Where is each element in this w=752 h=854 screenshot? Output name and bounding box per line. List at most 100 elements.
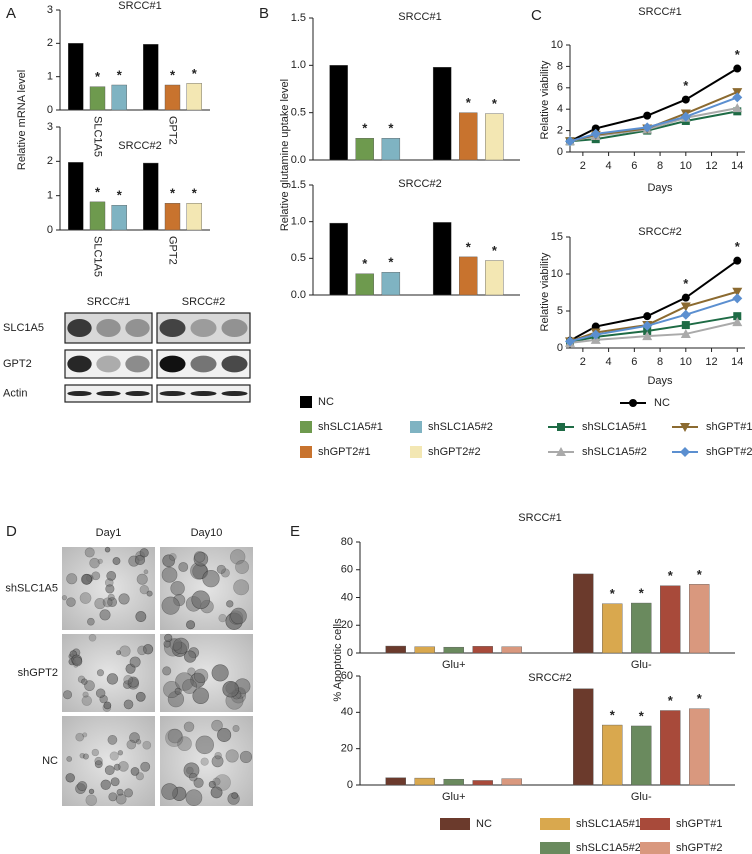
legend-swatch bbox=[640, 818, 670, 830]
cell-cluster bbox=[81, 678, 88, 685]
x-tick-label: 10 bbox=[680, 160, 692, 172]
chart-title: SRCC#1 bbox=[518, 512, 561, 524]
blot-band bbox=[67, 390, 92, 397]
cell-cluster bbox=[94, 756, 103, 766]
y-tick-label: 1.0 bbox=[291, 59, 306, 71]
blot-band bbox=[190, 319, 217, 337]
marker bbox=[732, 287, 743, 297]
x-tick-label: 12 bbox=[705, 356, 717, 368]
legend-swatch bbox=[300, 421, 312, 433]
chart-title: SRCC#1 bbox=[398, 11, 441, 23]
cell-cluster bbox=[214, 774, 231, 791]
cell-cluster bbox=[63, 690, 73, 700]
y-tick-label: 1.5 bbox=[291, 12, 306, 24]
blot-band bbox=[67, 319, 92, 337]
blot-band bbox=[125, 355, 150, 373]
y-tick-label: 0 bbox=[347, 647, 353, 659]
marker bbox=[732, 103, 743, 113]
bar bbox=[631, 602, 652, 654]
cell-cluster bbox=[137, 645, 147, 656]
bar bbox=[485, 260, 504, 296]
cell-cluster bbox=[77, 781, 88, 792]
cell-cluster bbox=[233, 579, 250, 596]
cell-cluster bbox=[178, 562, 189, 572]
significance-mark: * bbox=[95, 184, 101, 199]
bar bbox=[459, 112, 478, 161]
cell-cluster bbox=[96, 669, 104, 677]
x-tick-label: Glu- bbox=[631, 791, 652, 803]
marker bbox=[629, 399, 637, 407]
cell-cluster bbox=[89, 557, 100, 569]
legend-swatch bbox=[300, 446, 312, 458]
cell-cluster bbox=[79, 592, 92, 604]
cell-cluster bbox=[139, 584, 149, 595]
bar bbox=[501, 778, 522, 786]
marker bbox=[733, 312, 742, 321]
legend-swatch bbox=[540, 842, 570, 854]
bar bbox=[432, 222, 452, 296]
y-axis-label: Relative viability bbox=[539, 60, 551, 139]
bar bbox=[472, 646, 493, 654]
marker bbox=[732, 317, 743, 327]
y-tick-label: 0.5 bbox=[291, 107, 306, 119]
marker bbox=[680, 302, 691, 312]
blot-band bbox=[159, 390, 186, 397]
blot-column-label: SRCC#2 bbox=[182, 296, 225, 308]
marker bbox=[643, 111, 652, 120]
y-tick-label: 40 bbox=[341, 591, 353, 603]
cell-cluster bbox=[200, 757, 209, 766]
y-axis-label: Relative glutamine uptake level bbox=[279, 79, 291, 231]
chart-title: SRCC#2 bbox=[528, 672, 571, 684]
cell-cluster bbox=[118, 761, 129, 772]
cell-cluster bbox=[139, 548, 149, 558]
significance-mark: * bbox=[610, 586, 616, 601]
cell-cluster bbox=[161, 783, 178, 800]
cell-cluster bbox=[172, 637, 190, 655]
bar bbox=[660, 585, 681, 654]
marker bbox=[680, 309, 691, 320]
y-tick-label: 15 bbox=[551, 231, 563, 243]
cell-cluster bbox=[87, 617, 95, 626]
cell-cluster bbox=[185, 789, 203, 806]
bar bbox=[329, 65, 348, 161]
cell-cluster bbox=[188, 772, 198, 782]
cell-cluster bbox=[193, 551, 206, 563]
x-tick-label: 2 bbox=[580, 356, 586, 368]
cell-cluster bbox=[103, 701, 112, 710]
cell-cluster bbox=[226, 600, 234, 608]
chart-title: SRCC#1 bbox=[118, 0, 161, 12]
cell-cluster bbox=[184, 650, 197, 663]
cell-cluster bbox=[94, 760, 103, 769]
legend-label: NC bbox=[476, 818, 492, 830]
cell-cluster bbox=[142, 644, 154, 655]
cell-cluster bbox=[107, 597, 118, 608]
y-tick-label: 6 bbox=[557, 82, 563, 94]
cell-cluster bbox=[106, 571, 117, 581]
cell-cluster bbox=[129, 732, 140, 743]
cell-cluster bbox=[211, 755, 224, 768]
cell-cluster bbox=[169, 638, 183, 651]
bar bbox=[111, 84, 127, 111]
y-tick-label: 10 bbox=[551, 39, 563, 51]
blot-band bbox=[221, 355, 248, 373]
y-tick-label: 0.0 bbox=[291, 289, 306, 301]
cell-cluster bbox=[161, 567, 178, 583]
legend-label: shGPT2#1 bbox=[318, 446, 371, 458]
marker bbox=[591, 124, 600, 133]
bar bbox=[68, 43, 84, 111]
x-tick-label: Glu+ bbox=[442, 659, 466, 671]
y-tick-label: 3 bbox=[47, 121, 53, 133]
significance-mark: * bbox=[735, 239, 741, 254]
cell-cluster bbox=[117, 750, 123, 756]
cell-cluster bbox=[231, 792, 239, 799]
cell-cluster bbox=[211, 664, 229, 682]
y-tick-label: 80 bbox=[341, 536, 353, 548]
cell-cluster bbox=[88, 788, 95, 795]
y-tick-label: 20 bbox=[341, 619, 353, 631]
bar bbox=[660, 710, 681, 786]
marker bbox=[680, 111, 691, 122]
cell-cluster bbox=[135, 772, 144, 781]
y-tick-label: 0 bbox=[47, 104, 53, 116]
x-tick-label: 8 bbox=[657, 356, 663, 368]
cell-cluster bbox=[193, 668, 209, 684]
